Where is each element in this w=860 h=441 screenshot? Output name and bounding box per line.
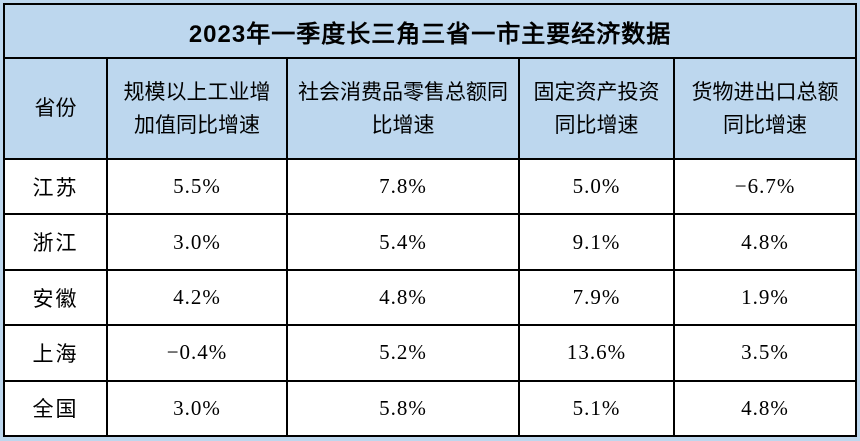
table-cell: 3.0% bbox=[106, 379, 288, 438]
table-cell: 5.2% bbox=[286, 324, 520, 382]
province-name: 全国 bbox=[3, 379, 108, 438]
column-header-province: 省份 bbox=[3, 57, 108, 161]
table-row-jiangsu: 江苏 5.5% 7.8% 5.0% −6.7% bbox=[3, 158, 858, 216]
table-title: 2023年一季度长三角三省一市主要经济数据 bbox=[2, 2, 858, 60]
province-name: 上海 bbox=[3, 324, 108, 382]
title-row: 2023年一季度长三角三省一市主要经济数据 bbox=[2, 2, 858, 60]
table-cell: 1.9% bbox=[672, 268, 858, 327]
table-cell: 4.8% bbox=[672, 379, 858, 438]
table-cell: −6.7% bbox=[672, 158, 858, 216]
table-cell: 5.8% bbox=[286, 379, 520, 438]
table-cell: 7.8% bbox=[286, 158, 520, 216]
table-cell: 3.5% bbox=[672, 324, 858, 382]
province-name: 安徽 bbox=[3, 268, 108, 327]
table-cell: 5.5% bbox=[106, 158, 288, 216]
table-cell: 4.2% bbox=[106, 268, 288, 327]
column-header-fixed-asset-investment-growth: 固定资产投资同比增速 bbox=[518, 57, 675, 161]
table-cell: 5.0% bbox=[518, 158, 675, 216]
table-cell: 7.9% bbox=[518, 268, 675, 327]
province-name: 浙江 bbox=[3, 213, 108, 271]
table-cell: −0.4% bbox=[106, 324, 288, 382]
table-row-shanghai: 上海 −0.4% 5.2% 13.6% 3.5% bbox=[3, 324, 858, 382]
column-header-retail-sales-growth: 社会消费品零售总额同比增速 bbox=[286, 57, 520, 161]
table-row-zhejiang: 浙江 3.0% 5.4% 9.1% 4.8% bbox=[3, 213, 858, 271]
column-header-industrial-output-growth: 规模以上工业增加值同比增速 bbox=[106, 57, 288, 161]
table-row-national: 全国 3.0% 5.8% 5.1% 4.8% bbox=[3, 379, 858, 438]
table-row-anhui: 安徽 4.2% 4.8% 7.9% 1.9% bbox=[3, 268, 858, 327]
header-row: 省份 规模以上工业增加值同比增速 社会消费品零售总额同比增速 固定资产投资同比增… bbox=[3, 57, 858, 161]
table-cell: 4.8% bbox=[672, 213, 858, 271]
table-cell: 3.0% bbox=[106, 213, 288, 271]
table-cell: 13.6% bbox=[518, 324, 675, 382]
table-cell: 5.1% bbox=[518, 379, 675, 438]
table-cell: 4.8% bbox=[286, 268, 520, 327]
column-header-import-export-growth: 货物进出口总额同比增速 bbox=[672, 57, 858, 161]
table-cell: 9.1% bbox=[518, 213, 675, 271]
table-cell: 5.4% bbox=[286, 213, 520, 271]
province-name: 江苏 bbox=[3, 158, 108, 216]
